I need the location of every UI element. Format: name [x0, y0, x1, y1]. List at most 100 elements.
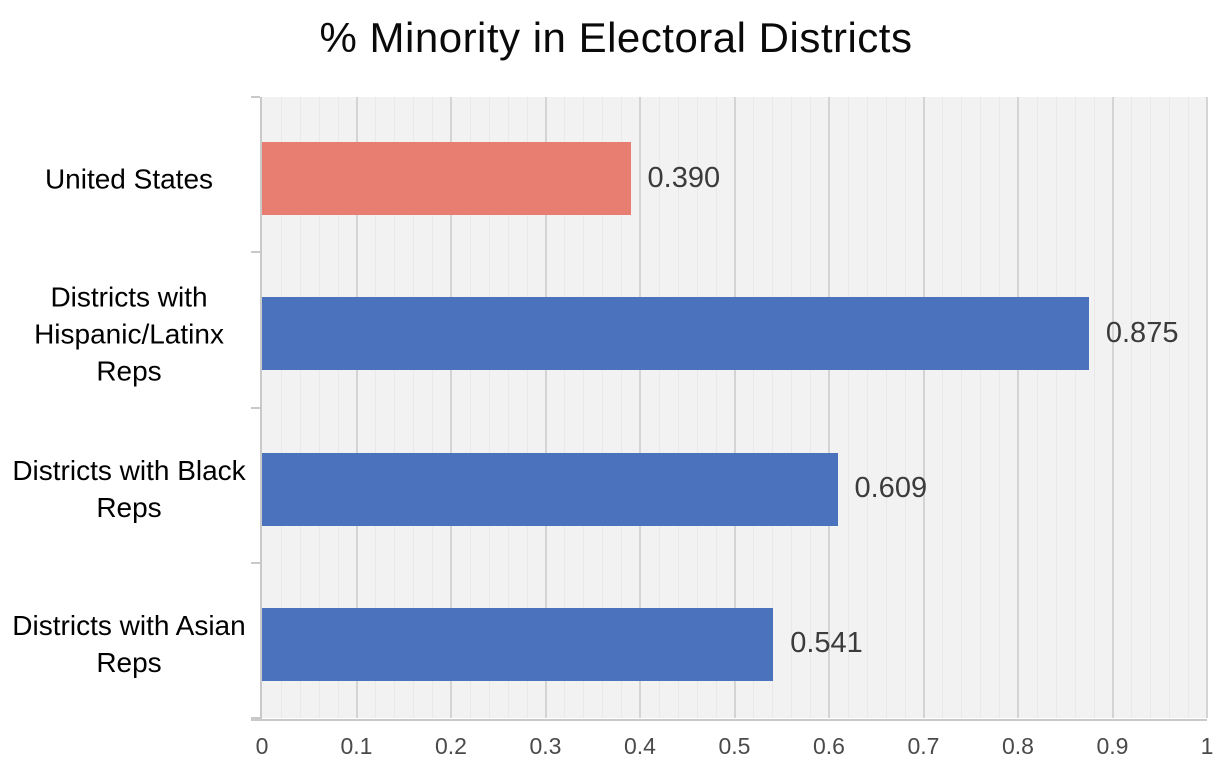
- value-label-1: 0.875: [1105, 316, 1179, 349]
- minor-gridline: [432, 97, 434, 718]
- major-gridline: [1017, 97, 1019, 718]
- x-axis-minor-tick: [621, 710, 623, 718]
- chart-title: % Minority in Electoral Districts: [319, 14, 913, 61]
- x-axis-minor-tick: [318, 710, 320, 718]
- minor-gridline: [715, 97, 717, 718]
- x-axis-minor-tick: [1093, 710, 1095, 718]
- x-axis-minor-tick: [999, 710, 1001, 718]
- minor-gridline: [1074, 97, 1076, 718]
- x-tick-label-6: 0.6: [813, 733, 845, 759]
- minor-gridline: [1036, 97, 1038, 718]
- minor-gridline: [394, 97, 396, 718]
- x-axis-minor-tick: [299, 710, 301, 718]
- x-axis-minor-tick: [885, 710, 887, 718]
- minor-gridline: [375, 97, 377, 718]
- x-axis-minor-tick: [904, 710, 906, 718]
- minor-gridline: [1188, 97, 1190, 718]
- major-gridline: [922, 97, 925, 718]
- y-axis-tick: [251, 251, 260, 254]
- minor-gridline: [866, 97, 868, 718]
- x-axis-minor-tick: [432, 710, 434, 718]
- x-axis-minor-tick: [677, 710, 679, 718]
- x-axis-minor-tick: [1169, 710, 1171, 718]
- value-label-3: 0.541: [790, 627, 863, 660]
- x-axis-minor-tick: [1188, 710, 1190, 718]
- x-tick-label-9: 0.9: [1096, 733, 1129, 759]
- minor-gridline: [602, 97, 604, 718]
- minor-gridline: [280, 97, 282, 718]
- minor-gridline: [753, 97, 755, 718]
- x-axis-minor-tick: [375, 710, 377, 718]
- x-axis-minor-tick: [469, 710, 471, 718]
- x-axis-minor-tick: [847, 710, 849, 718]
- minor-gridline: [583, 97, 585, 718]
- bar-0: [262, 142, 631, 216]
- major-gridline: [639, 97, 641, 718]
- x-tick-label-8: 0.8: [1002, 733, 1034, 759]
- x-tick-label-4: 0.4: [624, 733, 656, 759]
- x-axis-minor-tick: [961, 710, 963, 718]
- major-gridline: [1111, 97, 1114, 718]
- y-axis-tick: [251, 717, 260, 719]
- minor-gridline: [621, 97, 623, 718]
- minor-gridline: [677, 97, 679, 718]
- y-axis-tick: [251, 406, 260, 409]
- x-axis-minor-tick: [772, 710, 774, 718]
- major-gridline: [828, 97, 830, 718]
- x-axis-minor-tick: [980, 710, 982, 718]
- category-label-1: Districts with Hispanic/Latinx Reps: [34, 281, 224, 387]
- x-axis-minor-tick: [1150, 710, 1152, 718]
- minor-gridline: [488, 97, 490, 718]
- x-axis-minor-tick: [564, 710, 566, 718]
- major-gridline: [544, 97, 547, 718]
- bar-2: [262, 452, 838, 526]
- minor-gridline: [810, 97, 812, 718]
- x-tick-label-1: 0.1: [340, 733, 373, 759]
- y-axis-line: [260, 97, 262, 721]
- minor-gridline: [980, 97, 982, 718]
- minor-gridline: [791, 97, 793, 718]
- minor-gridline: [1093, 97, 1095, 718]
- x-axis-minor-tick: [791, 710, 793, 718]
- minor-gridline: [337, 97, 339, 718]
- y-axis-tick: [251, 96, 260, 98]
- category-label-0: United States: [44, 163, 214, 195]
- bar-3: [262, 607, 774, 681]
- x-axis-minor-tick: [1131, 710, 1133, 718]
- value-label-0: 0.390: [647, 161, 721, 194]
- minor-gridline: [999, 97, 1001, 718]
- minor-gridline: [658, 97, 660, 718]
- minor-gridline: [564, 97, 566, 718]
- minor-gridline: [885, 97, 887, 718]
- x-axis-minor-tick: [753, 710, 755, 718]
- category-label-3: Districts with Asian Reps: [12, 610, 246, 679]
- minor-gridline: [413, 97, 415, 718]
- minor-gridline: [526, 97, 528, 718]
- x-axis-minor-tick: [715, 710, 717, 718]
- x-axis-minor-tick: [488, 710, 490, 718]
- value-label-2: 0.609: [854, 471, 928, 504]
- minor-gridline: [1169, 97, 1171, 718]
- x-axis-minor-tick: [602, 710, 604, 718]
- minor-gridline: [1055, 97, 1057, 718]
- x-tick-label-7: 0.7: [907, 733, 940, 759]
- bar-1: [262, 297, 1089, 371]
- x-axis-minor-tick: [696, 710, 698, 718]
- minor-gridline: [318, 97, 320, 718]
- x-axis-minor-tick: [413, 710, 415, 718]
- x-tick-label-2: 0.2: [435, 733, 467, 759]
- x-axis-minor-tick: [526, 710, 528, 718]
- minor-gridline: [1150, 97, 1152, 718]
- major-gridline: [733, 97, 736, 718]
- x-tick-label-3: 0.3: [529, 733, 562, 759]
- x-tick-label-10: 1: [1200, 733, 1214, 759]
- x-axis-line: [251, 719, 1207, 721]
- minor-gridline: [507, 97, 509, 718]
- minor-gridline: [942, 97, 944, 718]
- minor-gridline: [847, 97, 849, 718]
- x-axis-minor-tick: [280, 710, 282, 718]
- minor-gridline: [904, 97, 906, 718]
- y-axis-tick: [251, 561, 260, 564]
- x-axis-minor-tick: [507, 710, 509, 718]
